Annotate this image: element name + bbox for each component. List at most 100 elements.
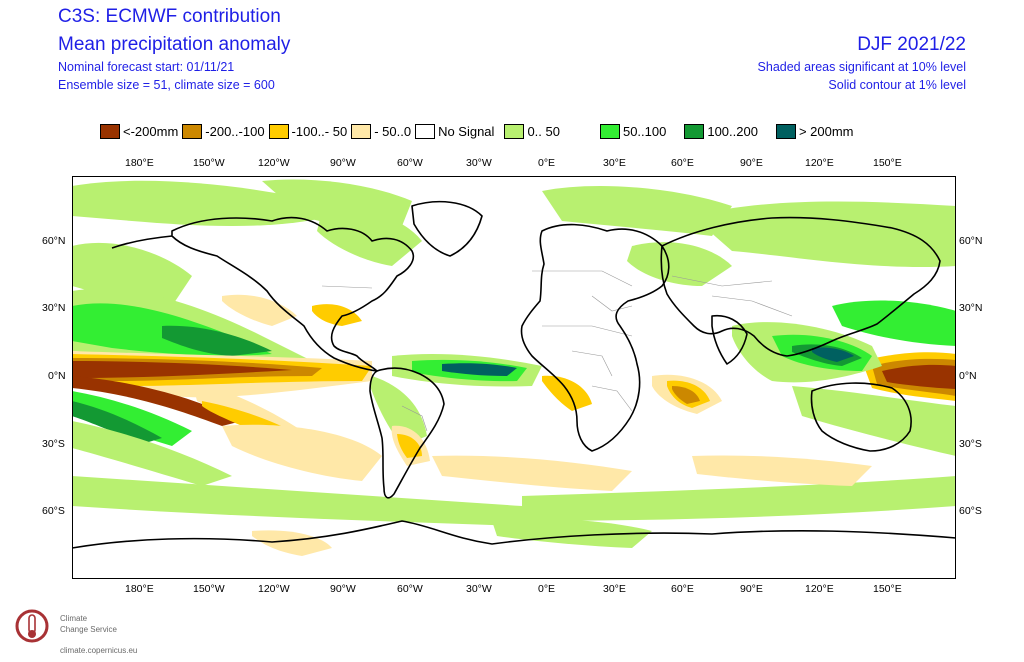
lon-label-top: 90°W — [330, 157, 356, 169]
lat-label-right: 0°N — [959, 370, 977, 382]
lon-label-top: 60°W — [397, 157, 423, 169]
lon-label-bottom: 90°E — [740, 583, 763, 595]
legend-label: > 200mm — [798, 123, 854, 139]
legend-swatch — [504, 123, 525, 139]
coastline-australia — [810, 382, 912, 452]
lon-label-bottom: 120°E — [805, 583, 834, 595]
positive-anomaly-region — [492, 519, 652, 548]
lat-label-right: 60°S — [959, 505, 982, 517]
positive-anomaly-region — [522, 476, 956, 521]
lon-label-top: 30°E — [603, 157, 626, 169]
positive-anomaly-region — [162, 325, 272, 356]
legend-label: No Signal — [438, 123, 495, 139]
negative-anomaly-region — [222, 424, 382, 481]
significance-10-label: Shaded areas significant at 10% level — [757, 60, 966, 74]
negative-anomaly-region — [72, 361, 292, 378]
lat-label-right: 60°N — [959, 235, 983, 247]
lon-label-bottom: 150°W — [193, 583, 225, 595]
lon-label-bottom: 90°W — [330, 583, 356, 595]
lon-label-top: 150°W — [193, 157, 225, 169]
lon-label-top: 30°W — [466, 157, 492, 169]
negative-anomaly-region — [692, 455, 872, 486]
legend-item: - 50..0 — [351, 123, 412, 139]
legend-label: -200..-100 — [205, 123, 265, 139]
forecast-start-label: Nominal forecast start: 01/11/21 — [58, 60, 235, 74]
coastline-greenland — [411, 200, 483, 257]
significance-1-label: Solid contour at 1% level — [828, 78, 966, 92]
lat-label-left: 60°S — [42, 505, 65, 517]
legend-swatch — [268, 123, 289, 139]
legend-item: No Signal — [415, 123, 495, 139]
positive-anomaly-region — [792, 386, 956, 456]
lon-label-top: 90°E — [740, 157, 763, 169]
coastline-asia — [660, 216, 941, 357]
lon-label-top: 180°E — [125, 157, 154, 169]
lat-label-left: 0°N — [48, 370, 66, 382]
legend-label: <-200mm — [123, 123, 179, 139]
precipitation-anomaly-map — [72, 176, 956, 579]
lon-label-bottom: 30°W — [466, 583, 492, 595]
coastline-alaska — [111, 235, 173, 249]
negative-anomaly-region — [672, 386, 700, 404]
legend-label: - 50..0 — [374, 123, 412, 139]
lon-label-bottom: 0°E — [538, 583, 556, 595]
positive-anomaly-region — [442, 363, 517, 376]
positive-anomaly-region — [72, 401, 162, 444]
legend-label: 100..200 — [707, 123, 758, 139]
lon-label-top: 150°E — [873, 157, 902, 169]
lat-label-left: 30°N — [42, 302, 66, 314]
lon-label-bottom: 30°E — [603, 583, 626, 595]
lon-label-top: 60°E — [671, 157, 694, 169]
coastline-antarctica — [72, 520, 956, 549]
legend-item: -100..- 50 — [268, 123, 348, 139]
country-borders — [321, 270, 793, 432]
logo-line2: Change Service — [60, 625, 117, 634]
positive-anomaly-region — [832, 300, 956, 346]
legend-label: 0.. 50 — [527, 123, 560, 139]
positive-anomaly-region — [72, 421, 232, 486]
coastline-india — [711, 314, 748, 365]
negative-anomaly-region — [252, 530, 332, 556]
map-frame — [72, 176, 956, 579]
logo-url: climate.copernicus.eu — [60, 646, 138, 655]
legend-swatch — [684, 123, 705, 139]
lon-label-bottom: 150°E — [873, 583, 902, 595]
negative-anomaly-region — [222, 294, 297, 326]
negative-anomaly-region — [397, 434, 422, 458]
negative-anomaly-region — [432, 455, 632, 491]
legend-swatch — [351, 123, 372, 139]
coastlines — [72, 200, 956, 549]
legend-swatch — [415, 123, 436, 139]
legend-swatch — [775, 123, 796, 139]
legend-item: 100..200 — [684, 123, 758, 139]
lon-label-top: 120°E — [805, 157, 834, 169]
positive-anomaly-region — [72, 476, 522, 526]
positive-anomaly-region — [627, 242, 732, 286]
negative-anomaly-region — [882, 364, 956, 389]
legend-swatch — [100, 123, 120, 139]
negative-anomaly-region — [72, 376, 242, 426]
lon-label-top: 120°W — [258, 157, 290, 169]
coastline-south-america — [369, 367, 445, 499]
map-subtitle: Mean precipitation anomaly — [58, 34, 291, 55]
logo-line1: Climate — [60, 614, 88, 623]
lon-label-bottom: 180°E — [125, 583, 154, 595]
legend-item: 0.. 50 — [504, 123, 560, 139]
lon-label-bottom: 120°W — [258, 583, 290, 595]
positive-anomaly-region — [370, 376, 427, 446]
negative-anomaly-region — [542, 375, 592, 411]
ensemble-size-label: Ensemble size = 51, climate size = 600 — [58, 78, 275, 92]
legend-label: 50..100 — [622, 123, 667, 139]
lat-label-left: 60°N — [42, 235, 66, 247]
legend-label: -100..- 50 — [291, 123, 348, 139]
positive-anomaly-region — [812, 347, 854, 362]
copernicus-logo: Climate Change Service climate.copernicu… — [12, 606, 162, 658]
lat-label-right: 30°S — [959, 438, 982, 450]
positive-anomaly-region — [72, 180, 332, 226]
coastline-europe-africa — [520, 223, 670, 452]
lon-label-bottom: 60°W — [397, 583, 423, 595]
lat-label-left: 30°S — [42, 438, 65, 450]
lon-label-bottom: 60°E — [671, 583, 694, 595]
legend-item: > 200mm — [775, 123, 854, 139]
map-title: C3S: ECMWF contribution — [58, 6, 281, 27]
